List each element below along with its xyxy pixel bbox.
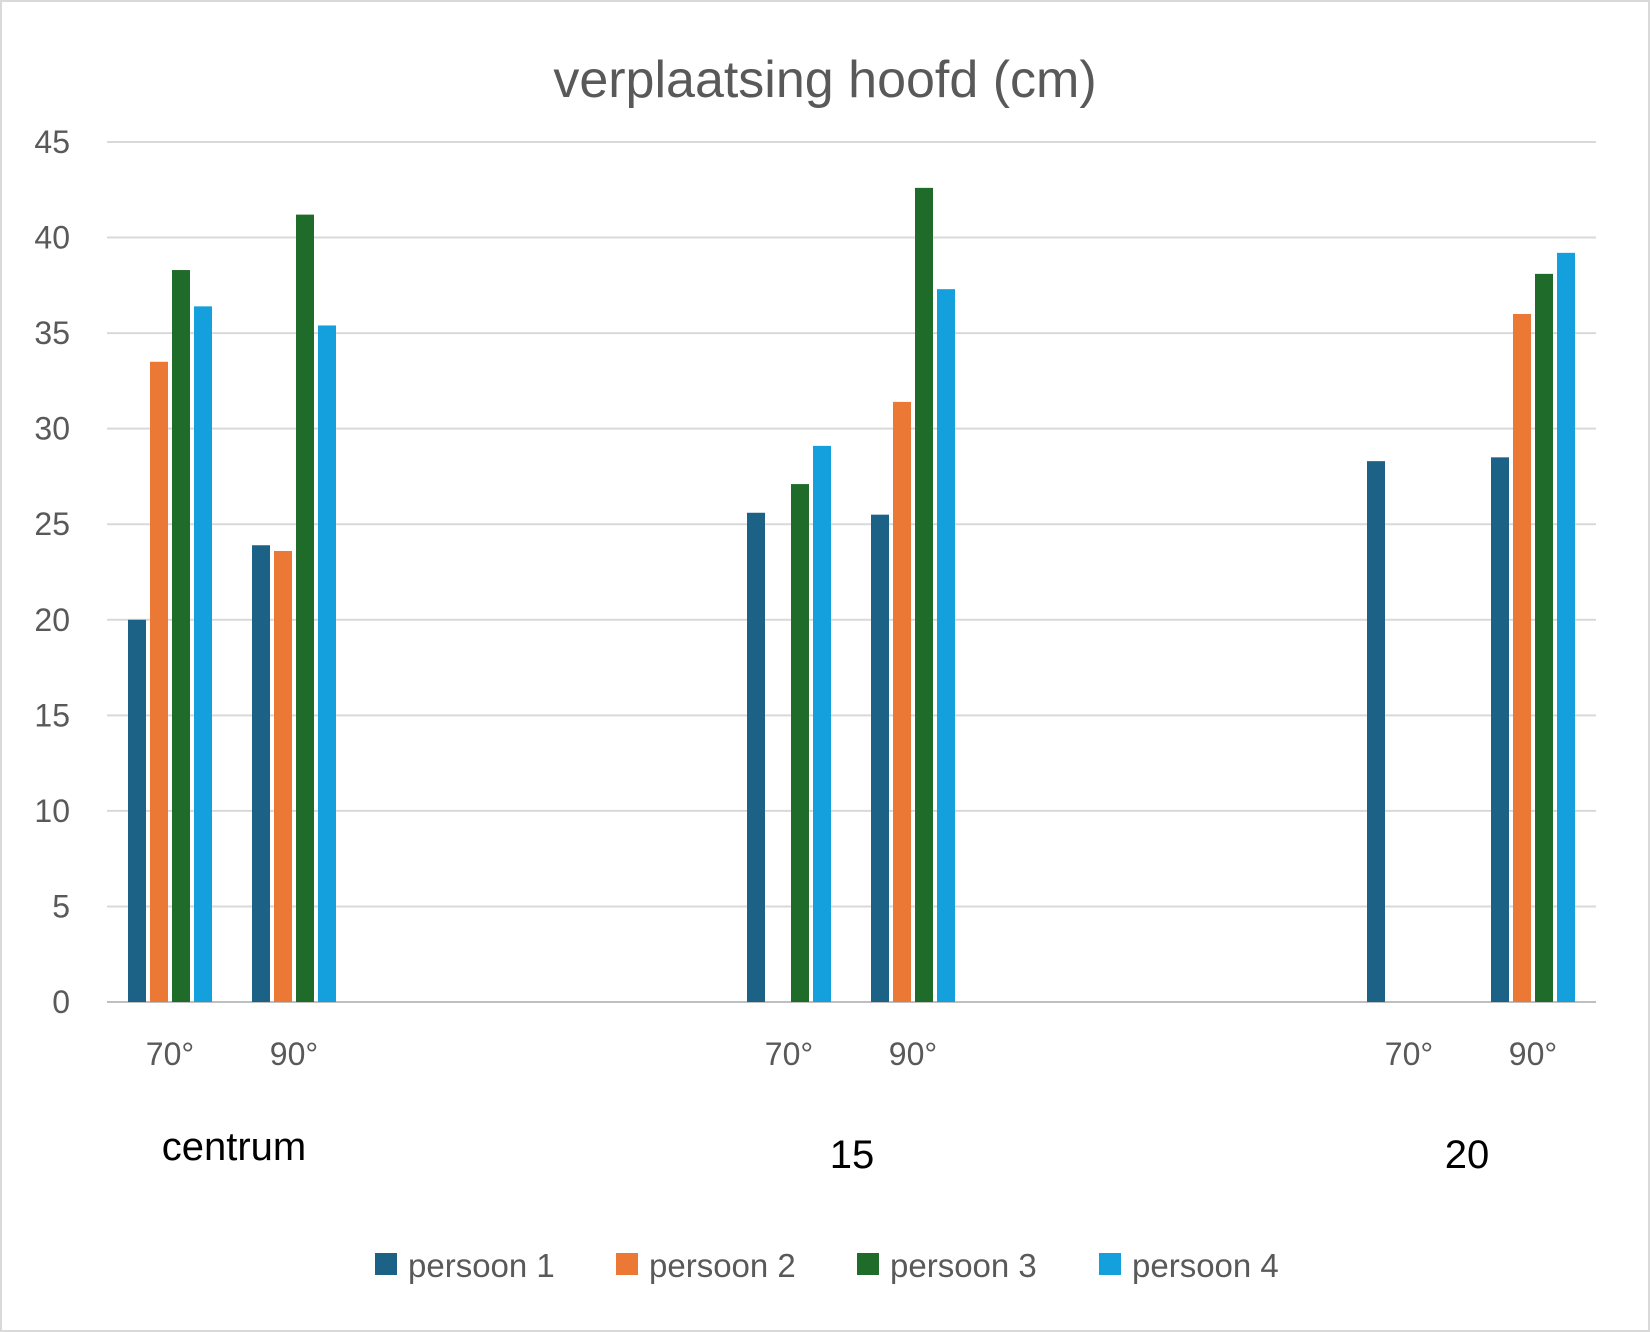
y-tick-label: 40 <box>34 220 70 256</box>
legend-label: persoon 4 <box>1132 1247 1279 1284</box>
legend-swatch <box>616 1253 638 1275</box>
group-labels: centrum 15 20 <box>162 1125 1490 1177</box>
bar-persoon-2-centrum-90deg <box>274 550 292 1002</box>
legend-label: persoon 1 <box>408 1247 555 1284</box>
bar-persoon-4-centrum-90deg <box>318 325 336 1002</box>
bar-persoon-1-centrum-70deg <box>128 619 146 1002</box>
bar-persoon-3-centrum-70deg <box>172 270 190 1002</box>
bar-persoon-1-15-70deg <box>747 512 765 1002</box>
x-tick-label: 70° <box>1385 1036 1433 1072</box>
x-tick-label: 90° <box>270 1036 318 1072</box>
y-tick-label: 45 <box>34 124 70 160</box>
y-axis-ticks: 0 5 10 15 20 25 30 35 40 45 <box>34 124 70 1020</box>
legend-swatch <box>375 1253 397 1275</box>
y-tick-label: 35 <box>34 315 70 351</box>
group-label: 15 <box>830 1133 875 1177</box>
legend-label: persoon 2 <box>649 1247 796 1284</box>
y-tick-label: 0 <box>52 984 70 1020</box>
bar-persoon-2-15-90deg <box>893 401 911 1002</box>
x-tick-label: 70° <box>146 1036 194 1072</box>
bar-persoon-2-centrum-70deg <box>150 361 168 1002</box>
bar-persoon-1-15-90deg <box>871 514 889 1002</box>
legend: persoon 1 persoon 2 persoon 3 persoon 4 <box>375 1247 1279 1284</box>
x-tick-label: 90° <box>889 1036 937 1072</box>
bar-persoon-3-15-70deg <box>791 484 809 1003</box>
y-tick-label: 5 <box>52 888 70 924</box>
chart-title: verplaatsing hoofd (cm) <box>553 51 1096 109</box>
legend-swatch <box>857 1253 879 1275</box>
bar-persoon-3-centrum-90deg <box>296 214 314 1003</box>
bar-persoon-2-20-90deg <box>1513 314 1531 1002</box>
bar-persoon-4-20-90deg <box>1557 252 1575 1002</box>
bar-persoon-1-20-90deg <box>1491 457 1509 1002</box>
bar-persoon-4-centrum-70deg <box>194 306 212 1002</box>
legend-label: persoon 3 <box>890 1247 1037 1284</box>
y-tick-label: 10 <box>34 793 70 829</box>
bar-persoon-4-15-90deg <box>937 289 955 1003</box>
bar-persoon-3-15-90deg <box>915 187 933 1002</box>
y-tick-label: 25 <box>34 506 70 542</box>
bar-persoon-4-15-70deg <box>813 445 831 1002</box>
y-tick-label: 15 <box>34 697 70 733</box>
bars <box>128 187 1575 1003</box>
x-tick-label: 90° <box>1509 1036 1557 1072</box>
legend-swatch <box>1099 1253 1121 1275</box>
group-label: centrum <box>162 1125 307 1169</box>
x-tick-label: 70° <box>765 1036 813 1072</box>
y-tick-label: 20 <box>34 602 70 638</box>
bar-persoon-1-centrum-90deg <box>252 545 270 1002</box>
y-tick-label: 30 <box>34 411 70 447</box>
bar-persoon-3-20-90deg <box>1535 273 1553 1002</box>
group-label: 20 <box>1445 1133 1490 1177</box>
bar-persoon-1-20-70deg <box>1367 461 1385 1003</box>
gridlines <box>107 141 1596 1003</box>
x-axis-ticks: 70° 90° 70° 90° 70° 90° <box>146 1036 1557 1072</box>
